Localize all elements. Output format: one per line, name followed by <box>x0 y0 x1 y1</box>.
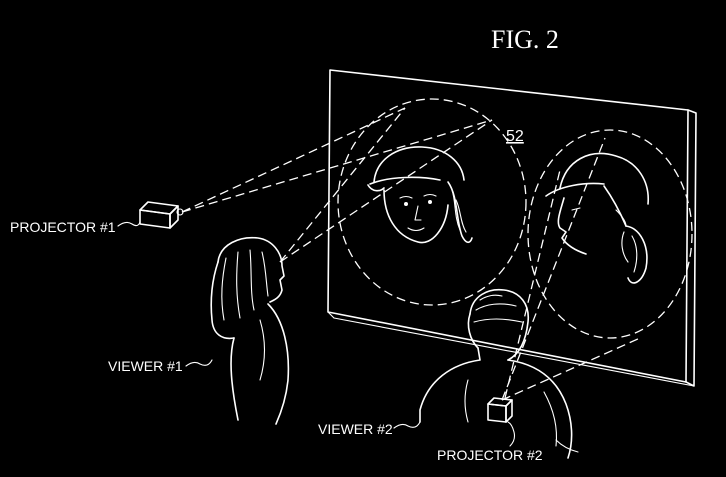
leader-lines <box>118 222 515 446</box>
viewer1-label: VIEWER #1 <box>108 358 183 374</box>
figure-title: FIG. 2 <box>491 25 559 54</box>
projector1-beam <box>182 108 492 262</box>
projector2-device <box>488 398 512 422</box>
face-image-front <box>368 147 472 243</box>
projector1-device <box>140 202 183 228</box>
face-image-profile <box>546 154 648 283</box>
viewing-zone-2 <box>528 130 692 338</box>
screen-reference-number: 52 <box>506 128 524 145</box>
viewer2-figure <box>420 290 578 458</box>
viewer1-figure <box>211 238 288 424</box>
projector2-label: PROJECTOR #2 <box>437 447 543 463</box>
viewer2-label: VIEWER #2 <box>318 421 393 437</box>
projector1-label: PROJECTOR #1 <box>10 219 116 235</box>
projection-screen <box>328 70 696 386</box>
